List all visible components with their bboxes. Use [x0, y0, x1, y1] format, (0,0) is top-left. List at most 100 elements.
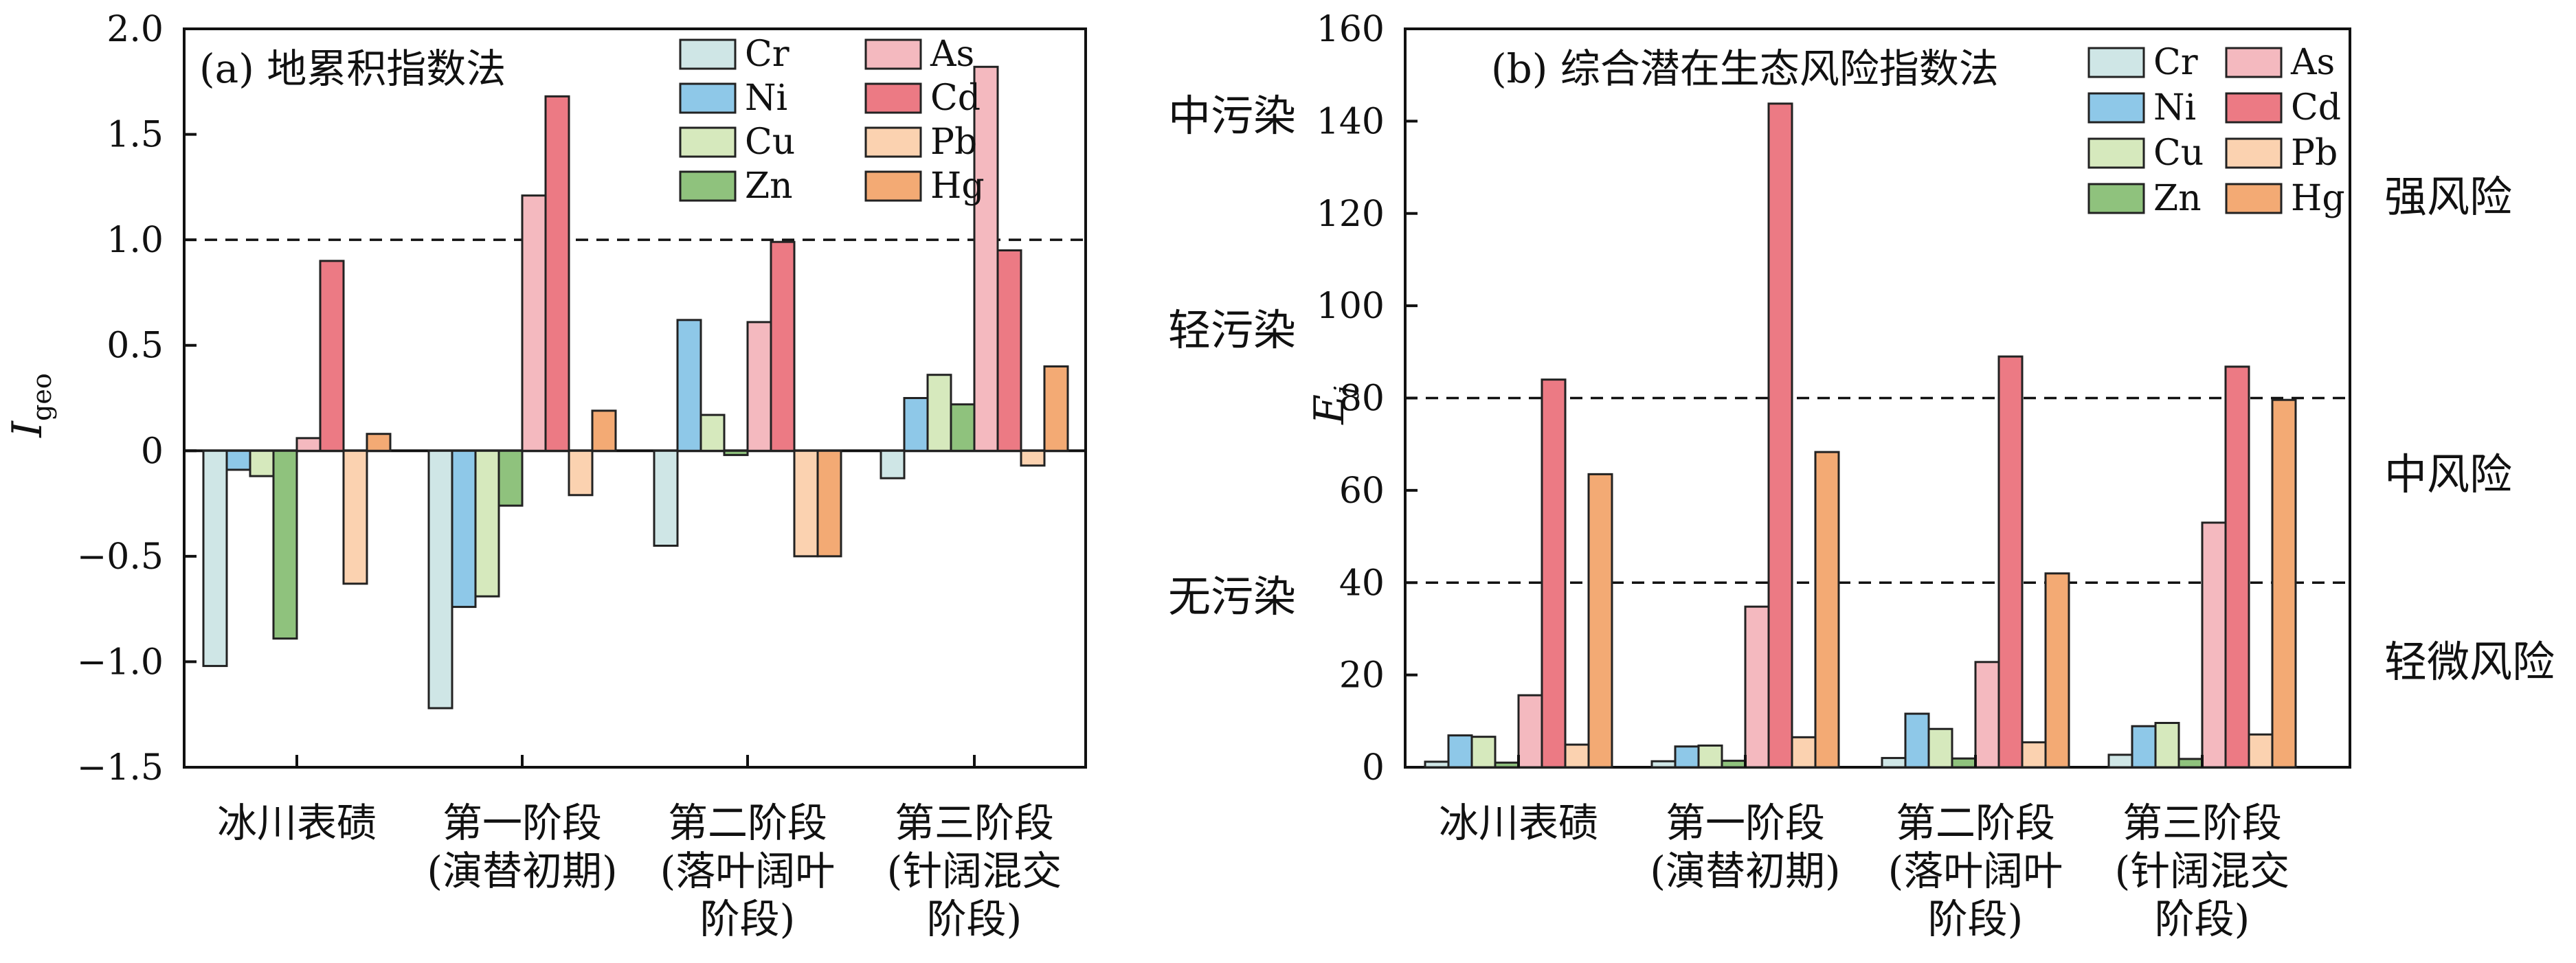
legend-swatch-cr	[2087, 47, 2145, 78]
panel-a-bar-cu-4	[926, 374, 952, 452]
panel-a-bar-hg-1	[366, 433, 392, 452]
panel-a-ytick-label: 0.5	[107, 326, 164, 367]
panel-b-ytick-label: 0	[1362, 747, 1385, 789]
panel-a-category-label: 第一阶段	[443, 800, 602, 846]
panel-b-bar-cr-2	[1650, 760, 1677, 769]
legend-label-cu: Cu	[745, 122, 795, 163]
panel-b-bar-zn-4	[2177, 758, 2204, 769]
panel-b-ytick-label: 20	[1339, 655, 1385, 696]
panel-b-bar-as-4	[2201, 521, 2227, 769]
panel-a-category-label: (演替初期)	[427, 848, 617, 894]
panel-a-bar-zn-2	[497, 449, 524, 507]
legend-swatch-cd	[864, 82, 922, 114]
legend-swatch-cu	[2087, 137, 2145, 169]
panel-b-title: (b) 综合潜在生态风险指数法	[1491, 45, 1999, 92]
panel-b-category-label: 冰川表碛	[1439, 800, 1598, 846]
panel-a-ytick-label: −1.0	[77, 642, 164, 683]
panel-a-bar-hg-4	[1043, 365, 1069, 452]
panel-b-ytick-label: 160	[1317, 9, 1385, 50]
panel-b-bar-cr-4	[2107, 754, 2133, 769]
legend-swatch-as	[864, 38, 922, 70]
panel-b-category-label: (落叶阔叶	[1888, 848, 2063, 894]
panel-b-bar-as-1	[1517, 694, 1543, 769]
legend-swatch-as	[2225, 47, 2283, 78]
panel-a-category-label: 阶段)	[927, 896, 1022, 942]
legend-label-ni: Ni	[745, 78, 787, 119]
panel-b-bar-cu-3	[1927, 727, 1953, 769]
panel-b-bar-hg-3	[2044, 572, 2070, 769]
panel-b-bar-cr-1	[1424, 760, 1450, 769]
panel-a-bar-pb-3	[793, 449, 819, 558]
panel-b-ytick-label: 40	[1339, 563, 1385, 604]
panel-b-ytick-label: 140	[1317, 101, 1385, 142]
panel-a-bar-cu-2	[474, 449, 500, 598]
panel-a-bar-cr-3	[653, 449, 679, 547]
panel-b-category-label: 第一阶段	[1666, 800, 1825, 846]
panel-a-bar-cr-2	[427, 449, 453, 710]
legend-swatch-ni	[2087, 92, 2145, 124]
panel-b-ytick-label: 60	[1339, 471, 1385, 512]
legend-label-pb: Pb	[2291, 133, 2338, 174]
panel-b-bar-zn-2	[1721, 760, 1747, 769]
legend-label-cr: Cr	[745, 34, 789, 75]
panel-a-frame	[183, 27, 1087, 769]
legend-swatch-pb	[864, 126, 922, 158]
legend-swatch-zn	[679, 170, 737, 202]
panel-b-bar-pb-4	[2248, 733, 2274, 769]
panel-b-bar-hg-4	[2271, 398, 2297, 769]
panel-b-bar-hg-1	[1587, 473, 1613, 769]
legend-swatch-pb	[2225, 137, 2283, 169]
panel-b-bar-cd-4	[2224, 365, 2250, 769]
panel-b-bar-cd-2	[1767, 102, 1793, 769]
legend-label-hg: Hg	[930, 166, 985, 207]
panel-b-category-label: 阶段)	[1928, 896, 2024, 942]
legend-label-zn: Zn	[745, 166, 793, 207]
panel-a-bar-ni-3	[676, 319, 702, 452]
panel-a-ytick-label: 1.0	[107, 220, 164, 261]
panel-a-bar-ni-1	[225, 449, 251, 471]
panel-b-bar-cd-1	[1541, 378, 1567, 769]
legend-label-cu: Cu	[2153, 133, 2204, 174]
panel-a-bar-pb-2	[568, 449, 594, 497]
legend-label-cr: Cr	[2153, 42, 2198, 83]
panel-a-y-axis-symbol: I	[3, 420, 52, 438]
panel-b-bar-ni-4	[2131, 725, 2157, 769]
panel-b-bar-ni-3	[1904, 712, 1930, 769]
panel-a-bar-as-3	[746, 321, 772, 452]
panel-b-category-label: 第三阶段	[2123, 800, 2282, 846]
legend-label-cd: Cd	[2291, 87, 2341, 128]
panel-b-ytick-label: 100	[1317, 286, 1385, 327]
legend-label-as: As	[2290, 42, 2335, 83]
panel-b-bar-cu-4	[2154, 722, 2180, 769]
panel-a-bar-as-1	[295, 437, 322, 452]
panel-b-ytick-label: 120	[1317, 194, 1385, 235]
panel-b-bar-pb-3	[2021, 741, 2047, 769]
panel-b-bar-pb-1	[1564, 743, 1590, 769]
legend-label-pb: Pb	[930, 122, 977, 163]
panel-a-ytick-label: 0	[141, 431, 164, 472]
panel-a-bar-as-4	[973, 65, 999, 452]
panel-b-category-label: (演替初期)	[1650, 848, 1840, 894]
legend-label-as: As	[930, 34, 974, 75]
panel-a-ytick-label: 2.0	[107, 9, 164, 50]
panel-a-bar-zn-3	[723, 449, 749, 456]
panel-b-zone-label: 强风险	[2384, 172, 2512, 222]
panel-b-zone-label: 轻微风险	[2384, 637, 2555, 687]
panel-a-bar-cd-1	[319, 260, 345, 452]
panel-a-bar-ni-4	[903, 397, 929, 452]
panel-a-zone-label: 轻污染	[1168, 305, 1296, 355]
panel-a-category-label: (针阔混交	[887, 848, 1062, 894]
legend-label-zn: Zn	[2153, 178, 2202, 219]
panel-b-y-axis-symbol: E	[1306, 394, 1354, 425]
panel-a-bar-cd-4	[996, 249, 1022, 452]
legend-swatch-ni	[679, 82, 737, 114]
panel-b-y-axis-label: Ej	[1306, 386, 1359, 425]
panel-a-bar-zn-4	[950, 403, 976, 452]
legend-label-hg: Hg	[2291, 178, 2345, 219]
panel-b-zone-label: 中风险	[2384, 449, 2512, 499]
panel-b-bar-cu-2	[1697, 744, 1723, 769]
panel-b-ytick-label: 80	[1339, 378, 1385, 420]
